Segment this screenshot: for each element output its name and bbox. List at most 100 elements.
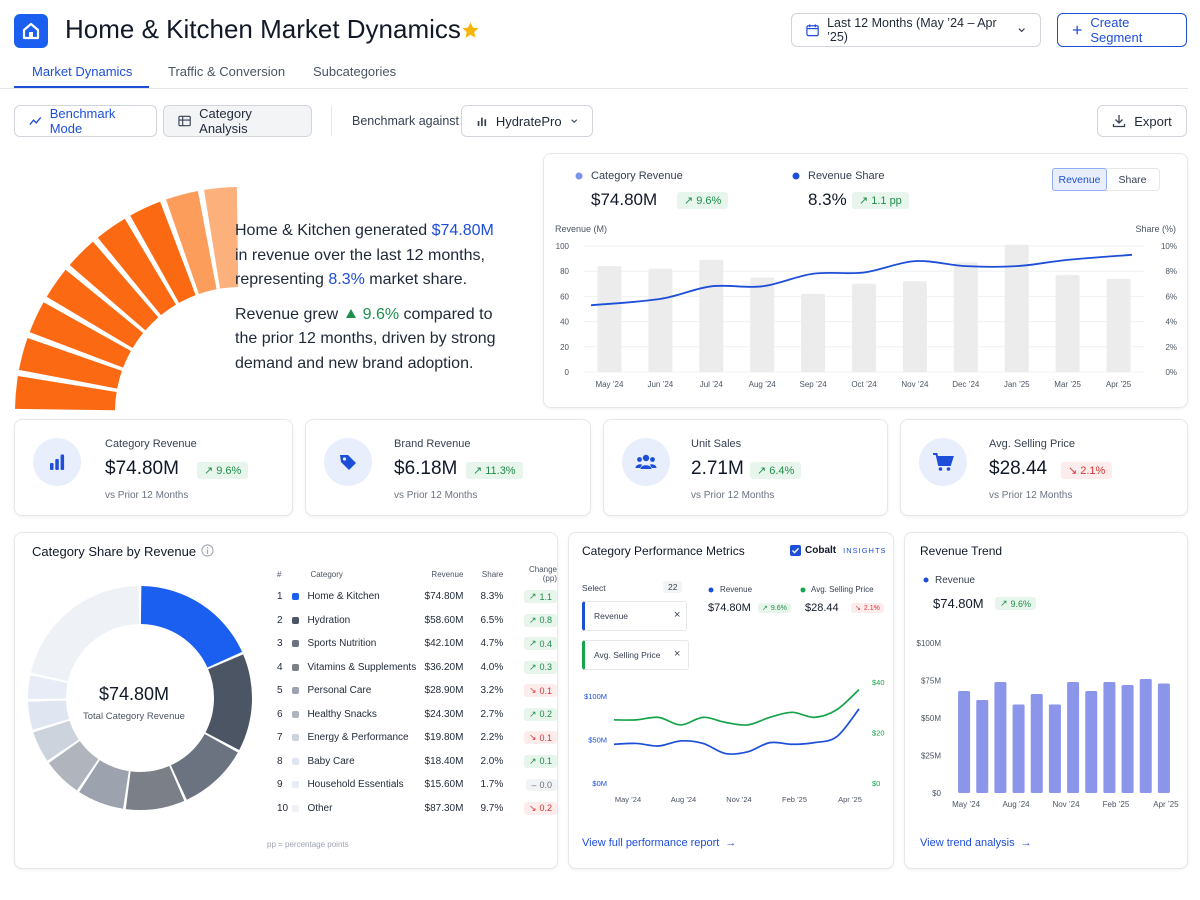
row-category: Healthy Snacks bbox=[292, 703, 417, 727]
table-row[interactable]: 2 Hydration $58.60M 6.5% ↗ 0.8 bbox=[277, 609, 557, 633]
change-value: 0.4 bbox=[539, 638, 552, 649]
kpi-label: Unit Sales bbox=[691, 438, 742, 450]
tab-traffic-conversion[interactable]: Traffic & Conversion bbox=[168, 64, 286, 79]
table-row[interactable]: 5 Personal Care $28.90M 3.2% ↘ 0.1 bbox=[277, 679, 557, 703]
toggle-share-button[interactable]: Share bbox=[1118, 173, 1147, 186]
revenue-trend-bar bbox=[1085, 691, 1098, 793]
row-share: 9.7% bbox=[480, 802, 504, 814]
row-change: –0.0 bbox=[513, 773, 557, 797]
favorite-star-icon[interactable] bbox=[461, 21, 480, 40]
change-value: 0.2 bbox=[539, 803, 552, 814]
tab-subcategories[interactable]: Subcategories bbox=[313, 64, 397, 79]
donut-slice bbox=[28, 675, 68, 699]
kpi-card-brand-revenue[interactable]: Brand Revenue $6.18M ↗ 11.3% vs Prior 12 … bbox=[305, 419, 591, 516]
left-tick-label: 60 bbox=[560, 292, 569, 301]
arrow-up-right-icon: ↗ bbox=[204, 465, 214, 477]
x-tick-label: Jul ’24 bbox=[700, 380, 724, 389]
right-tick-label: 2% bbox=[1165, 343, 1177, 352]
revenue-bar bbox=[1055, 274, 1080, 372]
chevron-down-icon bbox=[570, 119, 577, 124]
left-tick-label: $50M bbox=[588, 736, 607, 745]
table-row[interactable]: 8 Baby Care $18.40M 2.0% ↗ 0.1 bbox=[277, 750, 557, 774]
link-label: View full performance report bbox=[582, 837, 720, 849]
table-row[interactable]: 6 Healthy Snacks $24.30M 2.7% ↗ 0.2 bbox=[277, 703, 557, 727]
revenue-share-chart: Revenue (M) Share (%) 0 20 40 60 80 100 0% 2% 4% 6%… bbox=[555, 224, 1177, 389]
x-tick-label: Aug ’24 bbox=[1002, 800, 1030, 809]
arrow-up-right-icon: ↗ bbox=[1000, 598, 1008, 608]
x-tick-label: Aug ’24 bbox=[749, 380, 777, 389]
dash-icon: – bbox=[531, 779, 537, 790]
row-rank: 3 bbox=[277, 638, 283, 650]
perf-asp-change-badge: ↘ 2.1% bbox=[851, 603, 884, 613]
table-row[interactable]: 4 Vitamins & Supplements $36.20M 4.0% ↗ 0.3 bbox=[277, 656, 557, 680]
left-tick-label: 80 bbox=[560, 267, 569, 276]
row-change: ↗ 1.1 bbox=[513, 585, 557, 609]
category-analysis-button[interactable]: Category Analysis bbox=[163, 105, 312, 137]
date-range-picker[interactable]: Last 12 Months (May ’24 – Apr ’25) bbox=[791, 13, 1041, 47]
tab-market-dynamics[interactable]: Market Dynamics bbox=[32, 64, 133, 79]
legend-category-revenue: Category Revenue bbox=[591, 170, 683, 182]
kpi-change-badge: ↗ 9.6% bbox=[197, 462, 249, 479]
close-icon[interactable]: × bbox=[674, 609, 681, 621]
app-logo[interactable] bbox=[14, 14, 48, 48]
benchmark-target-select[interactable]: HydratePro bbox=[461, 105, 593, 137]
table-row[interactable]: 10 Other $87.30M 9.7% ↘ 0.2 bbox=[277, 797, 557, 821]
x-tick-label: Jun ’24 bbox=[647, 380, 673, 389]
chevron-down-icon bbox=[1018, 28, 1025, 33]
calendar-icon bbox=[806, 24, 819, 37]
kpi-subtext: vs Prior 12 Months bbox=[105, 490, 189, 501]
gauge-segment bbox=[18, 338, 122, 389]
kpi-label: Category Revenue bbox=[105, 438, 197, 450]
export-button[interactable]: Export bbox=[1097, 105, 1187, 137]
kpi-icon-bg bbox=[33, 438, 81, 486]
table-header-row: # Category Revenue Share Change (pp) bbox=[277, 563, 557, 585]
kpi-change-badge: ↗ 6.4% bbox=[750, 462, 802, 479]
x-tick-label: Jan ’25 bbox=[1004, 380, 1030, 389]
donut-slice bbox=[170, 733, 238, 800]
arrow-up-right-icon: ↗ bbox=[528, 638, 537, 649]
left-tick-label: 20 bbox=[560, 343, 569, 352]
row-change: ↗ 0.4 bbox=[513, 632, 557, 656]
metric-chip-revenue[interactable]: Revenue × bbox=[582, 601, 687, 631]
donut-slice bbox=[140, 586, 243, 668]
row-rank: 4 bbox=[277, 661, 283, 673]
revenue-trend-bar bbox=[1121, 685, 1134, 793]
row-category: Other bbox=[292, 797, 417, 821]
category-revenue-change: 9.6% bbox=[696, 194, 722, 207]
left-tick-label: $0M bbox=[592, 779, 607, 788]
arrow-down-right-icon: ↘ bbox=[528, 802, 537, 813]
revenue-trend-bar bbox=[976, 700, 989, 793]
avg-selling-price-line bbox=[613, 688, 860, 726]
row-share: 2.7% bbox=[480, 708, 504, 720]
close-icon[interactable]: × bbox=[674, 648, 681, 660]
category-revenue-value: $74.80M bbox=[591, 190, 658, 209]
row-share: 3.2% bbox=[480, 685, 504, 697]
change-value: 0.3 bbox=[539, 662, 552, 673]
benchmark-mode-button[interactable]: Benchmark Mode bbox=[14, 105, 157, 137]
kpi-card-category-revenue[interactable]: Category Revenue $74.80M ↗ 9.6% vs Prior … bbox=[14, 419, 293, 516]
create-segment-button[interactable]: Create Segment bbox=[1057, 13, 1187, 47]
toggle-revenue-button[interactable]: Revenue bbox=[1052, 168, 1107, 191]
change-badge: ↗ 0.2 bbox=[523, 707, 557, 721]
table-row[interactable]: 9 Household Essentials $15.60M 1.7% –0.0 bbox=[277, 773, 557, 797]
x-tick-label: May ’24 bbox=[595, 380, 624, 389]
kpi-card-avg-selling-price[interactable]: Avg. Selling Price $28.44 ↘ 2.1% vs Prior… bbox=[900, 419, 1188, 516]
gauge-segment bbox=[166, 190, 217, 294]
arrow-up-right-icon: ↗ bbox=[528, 591, 537, 602]
table-row[interactable]: 7 Energy & Performance $19.80M 2.2% ↘ 0.1 bbox=[277, 726, 557, 750]
x-tick-label: May ’24 bbox=[615, 795, 641, 804]
right-tick-label: $0 bbox=[872, 779, 880, 788]
row-rank: 7 bbox=[277, 732, 283, 744]
view-trend-analysis-link[interactable]: View trend analysis → bbox=[920, 837, 1032, 849]
summary-line-6: demand and new brand adoption. bbox=[235, 354, 474, 372]
view-performance-report-link[interactable]: View full performance report → bbox=[582, 837, 736, 849]
revenue-bar bbox=[902, 281, 927, 372]
table-row[interactable]: 3 Sports Nutrition $42.10M 4.7% ↗ 0.4 bbox=[277, 632, 557, 656]
metric-chip-avg-selling-price[interactable]: Avg. Selling Price × bbox=[582, 640, 689, 670]
donut-slice bbox=[33, 720, 79, 761]
table-row[interactable]: 1 Home & Kitchen $74.80M 8.3% ↗ 1.1 bbox=[277, 585, 557, 609]
info-icon[interactable] bbox=[201, 544, 214, 557]
category-share-title: Category Share by Revenue bbox=[32, 544, 197, 559]
kpi-card-unit-sales[interactable]: Unit Sales 2.71M ↗ 6.4% vs Prior 12 Month… bbox=[603, 419, 888, 516]
col-header-rank: # bbox=[277, 569, 282, 579]
